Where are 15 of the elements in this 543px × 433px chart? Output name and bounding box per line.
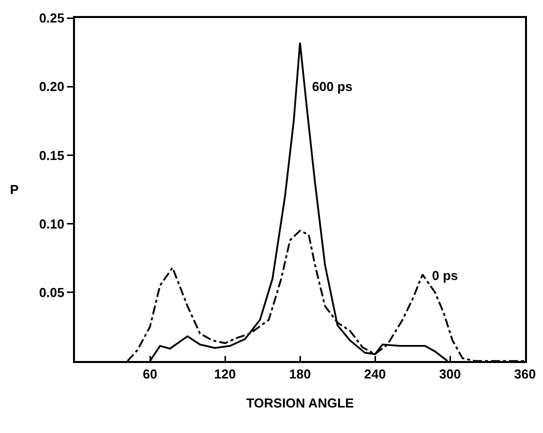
x-tick-label: 360 xyxy=(514,366,536,382)
y-axis-title: P xyxy=(10,182,19,197)
x-tick-label: 180 xyxy=(289,366,311,382)
y-tick-label: 0.20 xyxy=(39,79,64,94)
y-tick-label: 0.05 xyxy=(39,284,64,300)
x-tick-label: 60 xyxy=(142,366,158,382)
x-tick-label: 300 xyxy=(439,366,461,382)
x-tick-label: 120 xyxy=(214,366,236,382)
x-tick-label: 240 xyxy=(364,366,386,382)
y-tick-label: 0.15 xyxy=(39,148,64,163)
x-axis-title: TORSION ANGLE xyxy=(246,396,354,411)
y-tick-label: 0.10 xyxy=(39,216,64,232)
annotation: 600 ps xyxy=(312,79,352,94)
y-tick-label: 0.25 xyxy=(39,10,64,26)
annotation: 0 ps xyxy=(432,268,458,283)
